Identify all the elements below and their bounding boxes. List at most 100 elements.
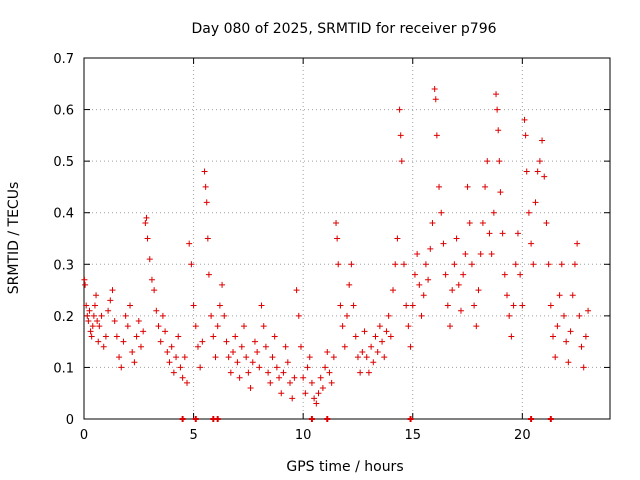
data-point (317, 374, 324, 381)
zero-line-marker (324, 416, 331, 422)
x-tick-label: 15 (404, 428, 421, 443)
data-point (111, 318, 118, 325)
data-point (539, 137, 546, 144)
data-point (245, 369, 252, 376)
data-point (429, 220, 436, 227)
data-point (225, 354, 232, 361)
data-point (563, 338, 570, 345)
data-point (466, 220, 473, 227)
data-point (471, 302, 478, 309)
data-point (273, 364, 280, 371)
data-point (212, 354, 219, 361)
data-point (370, 359, 377, 366)
data-point (499, 230, 506, 237)
zero-line-marker (192, 416, 199, 422)
data-point (438, 209, 445, 216)
data-point (387, 333, 394, 340)
data-point (153, 307, 160, 314)
data-point (565, 359, 572, 366)
data-point (208, 312, 215, 319)
data-point (350, 302, 357, 309)
data-point (571, 261, 578, 268)
data-point (199, 338, 206, 345)
data-point (525, 209, 532, 216)
data-point (276, 374, 283, 381)
data-point (107, 297, 114, 304)
data-point (95, 338, 102, 345)
data-point (214, 323, 221, 330)
data-point (100, 343, 107, 350)
data-point (143, 214, 150, 221)
data-point (556, 292, 563, 299)
data-point (201, 168, 208, 175)
data-point (334, 235, 341, 242)
zero-line-marker (528, 416, 535, 422)
data-point (536, 158, 543, 165)
data-point (216, 302, 223, 309)
data-point (510, 302, 517, 309)
data-point (414, 250, 421, 257)
data-point (164, 348, 171, 355)
data-point (508, 333, 515, 340)
data-point (94, 318, 101, 325)
data-point (262, 343, 269, 350)
data-point (93, 292, 100, 299)
data-point (497, 189, 504, 196)
data-point (135, 318, 142, 325)
data-point (197, 364, 204, 371)
data-points (81, 85, 592, 407)
y-tick-label: 0 (66, 413, 74, 428)
data-point (381, 354, 388, 361)
data-point (462, 250, 469, 257)
data-point (258, 302, 265, 309)
data-point (385, 312, 392, 319)
data-point (512, 261, 519, 268)
data-point (409, 302, 416, 309)
data-point (486, 230, 493, 237)
data-point (361, 328, 368, 335)
data-point (464, 183, 471, 190)
data-point (475, 287, 482, 294)
data-point (554, 323, 561, 330)
data-point (162, 328, 169, 335)
data-point (543, 220, 550, 227)
data-point (322, 364, 329, 371)
data-point (519, 302, 526, 309)
data-point (204, 235, 211, 242)
data-point (291, 374, 298, 381)
data-point (223, 338, 230, 345)
data-point (170, 369, 177, 376)
data-point (390, 287, 397, 294)
data-point (455, 281, 462, 288)
data-point (137, 343, 144, 350)
data-point (545, 261, 552, 268)
data-point (173, 354, 180, 361)
data-point (227, 369, 234, 376)
data-point (289, 395, 296, 402)
data-point (83, 302, 90, 309)
data-point (159, 312, 166, 319)
y-tick-label: 0.7 (53, 52, 74, 67)
data-point (234, 359, 241, 366)
data-point (267, 379, 274, 386)
data-point (131, 359, 138, 366)
data-point (116, 354, 123, 361)
data-point (90, 312, 97, 319)
data-point (449, 287, 456, 294)
data-point (457, 307, 464, 314)
data-point (346, 281, 353, 288)
data-point (580, 364, 587, 371)
data-point (425, 276, 432, 283)
data-point (87, 328, 94, 335)
data-point (333, 220, 340, 227)
data-point (265, 369, 272, 376)
x-axis-label: GPS time / hours (286, 459, 403, 475)
data-point (433, 132, 440, 139)
data-point (293, 287, 300, 294)
data-point (477, 250, 484, 257)
data-point (280, 369, 287, 376)
data-point (157, 338, 164, 345)
data-point (453, 235, 460, 242)
data-point (422, 261, 429, 268)
zero-line-markers (179, 416, 554, 422)
